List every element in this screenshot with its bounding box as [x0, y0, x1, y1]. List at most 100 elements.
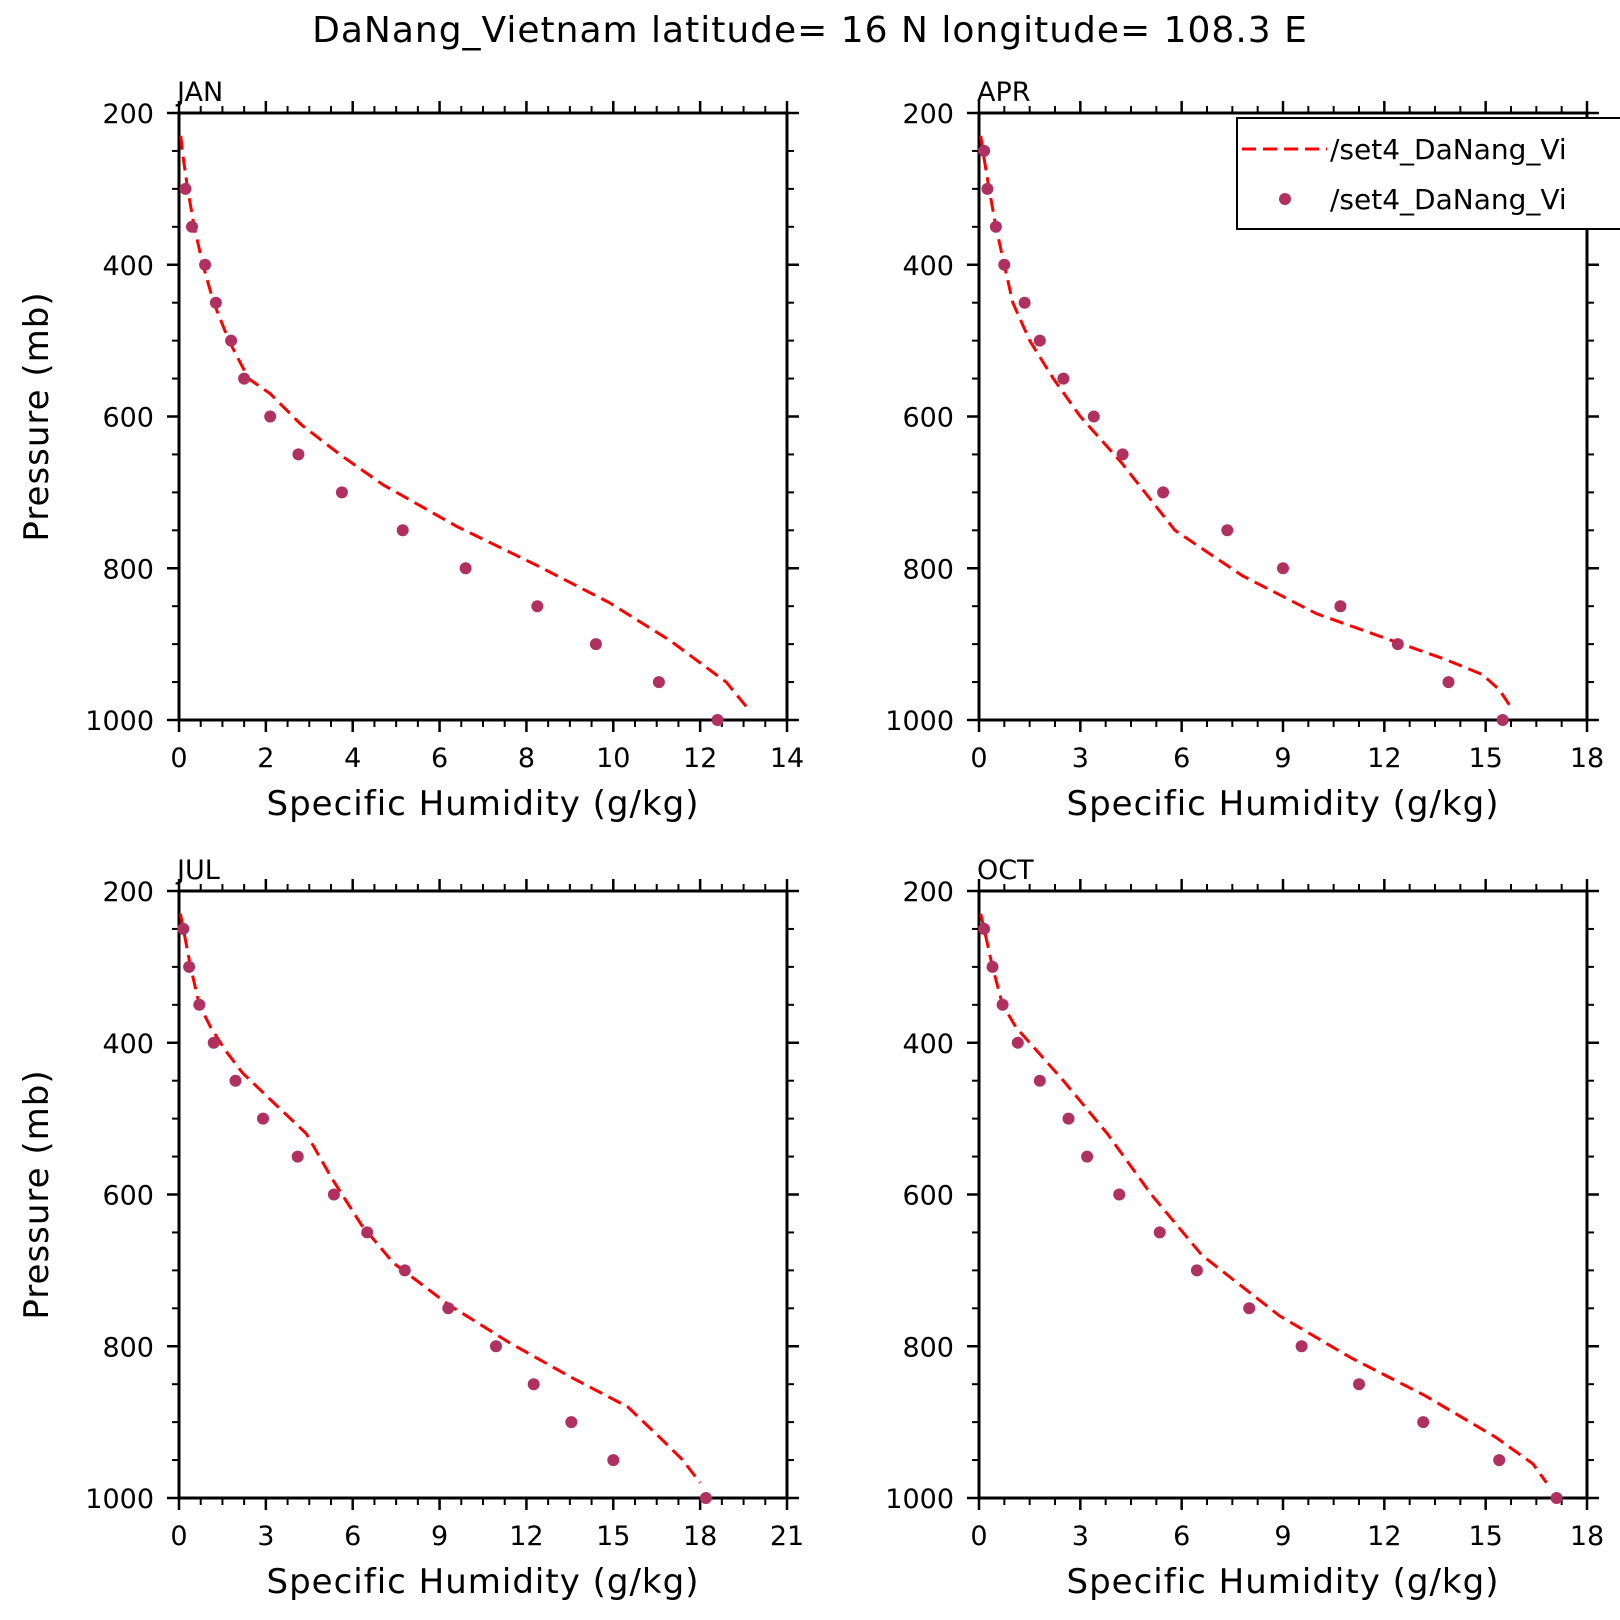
x-tick-label: 15 — [596, 1521, 630, 1552]
legend-marker-sample — [1279, 193, 1291, 205]
y-tick-label: 200 — [102, 99, 154, 130]
obs-data-point — [1081, 1150, 1094, 1163]
legend: /set4_DaNang_Vi /set4_DaNang_Vi — [1236, 117, 1620, 230]
obs-data-point — [177, 922, 190, 935]
panel-jan: JAN 0 2 4 6 8 10 12 14 200 400 600 800 1000 Specific H… — [17, 77, 804, 824]
x-tick-label: 4 — [344, 743, 361, 774]
x-tick-label: 3 — [1072, 1521, 1089, 1552]
model-profile-line — [979, 135, 1511, 706]
obs-data-point — [1057, 372, 1070, 385]
x-tick-label: 0 — [170, 743, 187, 774]
obs-data-point — [257, 1112, 269, 1125]
model-profile-line — [179, 135, 750, 710]
obs-data-point — [1353, 1378, 1365, 1391]
obs-data-point — [209, 296, 222, 309]
x-axis-label: Specific Humidity (g/kg) — [1067, 1562, 1500, 1602]
obs-data-point — [998, 258, 1011, 271]
obs-data-point — [711, 714, 724, 726]
y-axis-label: Pressure (mb) — [17, 291, 57, 541]
x-tick-label: 21 — [770, 1521, 804, 1552]
panel-title: JUL — [175, 855, 220, 886]
obs-data-point — [699, 1492, 712, 1504]
obs-data-point — [986, 960, 999, 973]
y-tick-label: 1000 — [85, 1484, 154, 1515]
obs-data-point — [1550, 1492, 1563, 1504]
obs-data-point — [398, 1264, 411, 1277]
x-tick-label: 9 — [431, 1521, 448, 1552]
obs-data-point — [527, 1378, 540, 1391]
obs-data-point — [1334, 600, 1347, 613]
obs-data-point — [565, 1416, 578, 1429]
obs-data-point — [193, 998, 206, 1011]
x-axis-label: Specific Humidity (g/kg) — [267, 1562, 700, 1602]
x-tick-label: 14 — [770, 743, 804, 774]
x-tick-label: 9 — [1274, 1521, 1291, 1552]
plot-frame — [977, 889, 1589, 1500]
obs-data-point — [1221, 524, 1234, 537]
obs-data-point — [1062, 1112, 1075, 1125]
panel-title: JAN — [175, 77, 223, 108]
x-tick-label: 6 — [1173, 743, 1190, 774]
obs-data-point — [978, 922, 991, 935]
y-tick-label: 800 — [902, 554, 954, 585]
y-tick-label: 400 — [102, 251, 154, 282]
obs-data-point — [996, 998, 1009, 1011]
obs-data-point — [1018, 296, 1031, 309]
obs-data-point — [186, 220, 198, 233]
obs-data-point — [531, 600, 544, 613]
x-tick-label: 12 — [683, 743, 717, 774]
obs-data-point — [490, 1340, 502, 1353]
y-tick-label: 600 — [102, 403, 154, 434]
y-tick-label: 1000 — [885, 706, 954, 737]
x-tick-label: 6 — [344, 1521, 361, 1552]
obs-data-point — [225, 334, 238, 347]
obs-data-point — [1493, 1454, 1506, 1467]
y-tick-label: 600 — [102, 1181, 154, 1212]
x-tick-label: 18 — [1570, 1521, 1604, 1552]
y-tick-label: 1000 — [885, 1484, 954, 1515]
x-tick-label: 12 — [1367, 1521, 1401, 1552]
x-tick-label: 15 — [1468, 743, 1502, 774]
obs-data-point — [183, 960, 196, 973]
model-profile-line — [178, 913, 702, 1484]
obs-data-point — [1295, 1340, 1308, 1353]
obs-data-point — [179, 182, 192, 195]
obs-data-point — [1277, 562, 1289, 575]
x-tick-label: 6 — [1173, 1521, 1190, 1552]
model-profile-line — [979, 913, 1548, 1484]
y-axis-label: Pressure (mb) — [17, 1069, 57, 1319]
obs-data-point — [335, 486, 348, 499]
obs-data-point — [1442, 676, 1455, 689]
obs-data-point — [1153, 1226, 1166, 1239]
obs-data-point — [978, 144, 991, 157]
obs-data-point — [396, 524, 409, 537]
x-tick-label: 0 — [170, 1521, 187, 1552]
obs-data-point — [1113, 1188, 1126, 1201]
obs-data-point — [1243, 1302, 1256, 1315]
y-tick-label: 200 — [902, 99, 954, 130]
x-tick-label: 3 — [1072, 743, 1089, 774]
x-tick-label: 15 — [1468, 1521, 1502, 1552]
y-tick-label: 600 — [902, 1181, 954, 1212]
obs-data-point — [1033, 334, 1046, 347]
obs-data-point — [1496, 714, 1509, 726]
panel-oct: OCT 0 3 6 9 12 15 18 200 400 600 800 1000 Specific Hu… — [885, 855, 1604, 1602]
obs-data-point — [264, 410, 277, 423]
x-tick-label: 3 — [257, 1521, 274, 1552]
obs-data-point — [1011, 1036, 1024, 1049]
obs-data-point — [292, 448, 305, 461]
obs-data-point — [1157, 486, 1170, 499]
y-tick-label: 600 — [902, 403, 954, 434]
x-tick-label: 10 — [596, 743, 630, 774]
obs-data-point — [361, 1226, 374, 1239]
obs-data-point — [1190, 1264, 1203, 1277]
y-tick-label: 800 — [102, 554, 154, 585]
obs-data-point — [327, 1188, 340, 1201]
x-axis-label: Specific Humidity (g/kg) — [1067, 784, 1500, 824]
obs-data-point — [589, 638, 602, 651]
y-tick-label: 800 — [102, 1332, 154, 1363]
x-tick-label: 18 — [683, 1521, 717, 1552]
panel-title: OCT — [977, 855, 1034, 886]
